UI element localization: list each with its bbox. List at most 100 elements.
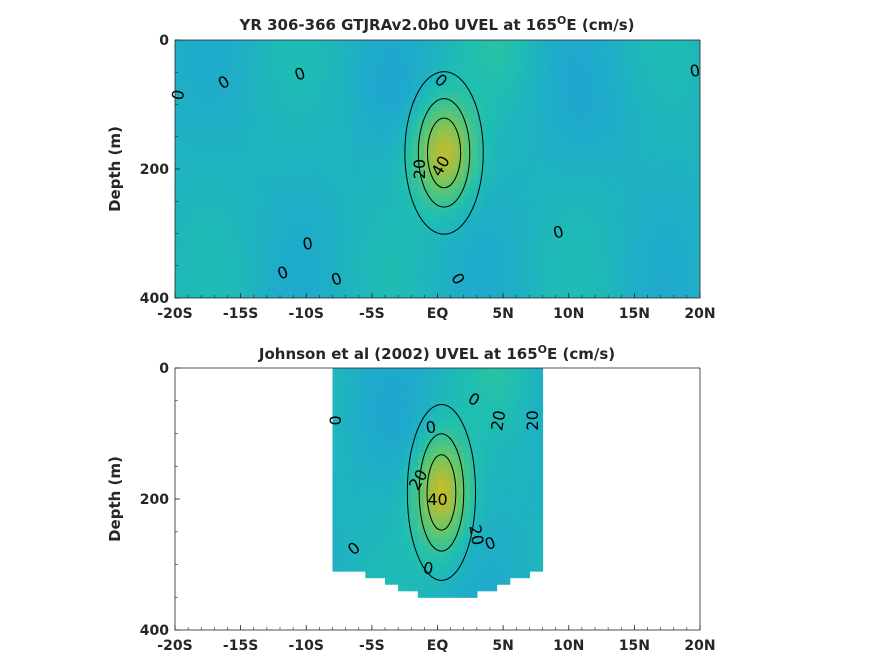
heatmap-cell [332,466,340,474]
heatmap-cell [280,201,288,209]
heatmap-cell [535,272,544,280]
heatmap-cell [247,246,255,254]
heatmap-cell [490,285,498,293]
heatmap-cell [496,368,504,376]
heatmap-cell [234,259,242,267]
heatmap-cell [371,407,380,415]
heatmap-cell [417,531,425,539]
heatmap-cell [516,368,524,376]
heatmap-cell [339,52,347,60]
heatmap-cell [345,485,353,494]
heatmap-cell [549,291,557,298]
heatmap-cell [490,52,498,60]
heatmap-cell [365,136,373,144]
heatmap-cell [509,544,517,552]
heatmap-cell [608,130,616,138]
heatmap-cell [417,59,425,67]
heatmap-cell [496,505,504,513]
heatmap-cell [385,110,393,118]
heatmap-cell [516,136,524,144]
heatmap-cell [444,400,452,408]
heatmap-cell [483,564,491,572]
heatmap-cell [234,98,242,106]
heatmap-cell [535,162,544,170]
heatmap-cell [365,40,373,48]
heatmap-cell [680,117,688,125]
heatmap-cell [490,149,498,157]
heatmap-cell [319,149,327,157]
heatmap-cell [411,201,419,209]
heatmap-cell [621,104,629,112]
heatmap-cell [319,65,327,73]
heatmap-cell [398,459,406,467]
heatmap-cell [516,59,524,67]
heatmap-cell [430,46,439,54]
heatmap-cell [424,239,432,247]
heatmap-cell [260,201,268,209]
heatmap-cell [588,272,596,280]
heatmap-cell [509,433,517,441]
heatmap-cell [575,246,583,254]
heatmap-cell [312,143,320,151]
heatmap-cell [188,136,196,144]
heatmap-cell [568,40,576,48]
heatmap-cell [339,492,347,500]
heatmap-cell [470,291,478,298]
heatmap-cell [516,387,524,395]
heatmap-cell [621,130,629,138]
heatmap-cell [509,220,517,228]
heatmap-cell [634,46,642,54]
heatmap-cell [398,584,406,592]
heatmap-cell [470,98,478,106]
heatmap-cell [345,368,353,376]
heatmap-cell [266,149,275,157]
heatmap-cell [640,52,649,60]
heatmap-cell [385,387,393,395]
heatmap-cell [529,110,537,118]
heatmap-cell [581,175,590,183]
heatmap-cell [667,220,675,228]
heatmap-cell [260,98,268,106]
heatmap-cell [667,181,675,189]
heatmap-cell [555,46,563,54]
heatmap-cell [424,207,432,215]
heatmap-cell [385,175,393,183]
heatmap-cell [509,156,517,164]
heatmap-cell [450,78,458,86]
heatmap-cell [227,98,235,106]
heatmap-cell [667,65,675,73]
heatmap-cell [378,239,386,247]
heatmap-cell [319,252,327,260]
heatmap-cell [640,239,649,247]
heatmap-cell [601,207,609,215]
heatmap-cell [188,104,196,112]
heatmap-cell [175,136,183,144]
heatmap-cell [319,40,327,48]
heatmap-cell [371,259,380,267]
heatmap-cell [306,91,314,99]
heatmap-cell [686,272,695,280]
heatmap-cell [312,214,320,222]
heatmap-cell [444,459,452,467]
heatmap-cell [430,538,439,546]
heatmap-cell [522,46,530,54]
heatmap-cell [621,98,629,106]
heatmap-cell [385,46,393,54]
heatmap-cell [503,117,511,125]
heatmap-cell [463,175,471,183]
heatmap-cell [503,162,511,170]
heatmap-cell [601,285,609,293]
heatmap-cell [437,472,445,480]
heatmap-cell [391,65,399,73]
heatmap-cell [463,472,471,480]
heatmap-cell [430,246,439,254]
heatmap-cell [562,227,570,235]
heatmap-cell [595,285,603,293]
heatmap-cell [503,531,511,539]
heatmap-cell [595,98,603,106]
heatmap-cell [444,98,452,106]
heatmap-cell [535,446,544,454]
heatmap-cell [417,201,425,209]
heatmap-cell [332,278,340,286]
heatmap-cell [378,59,386,67]
